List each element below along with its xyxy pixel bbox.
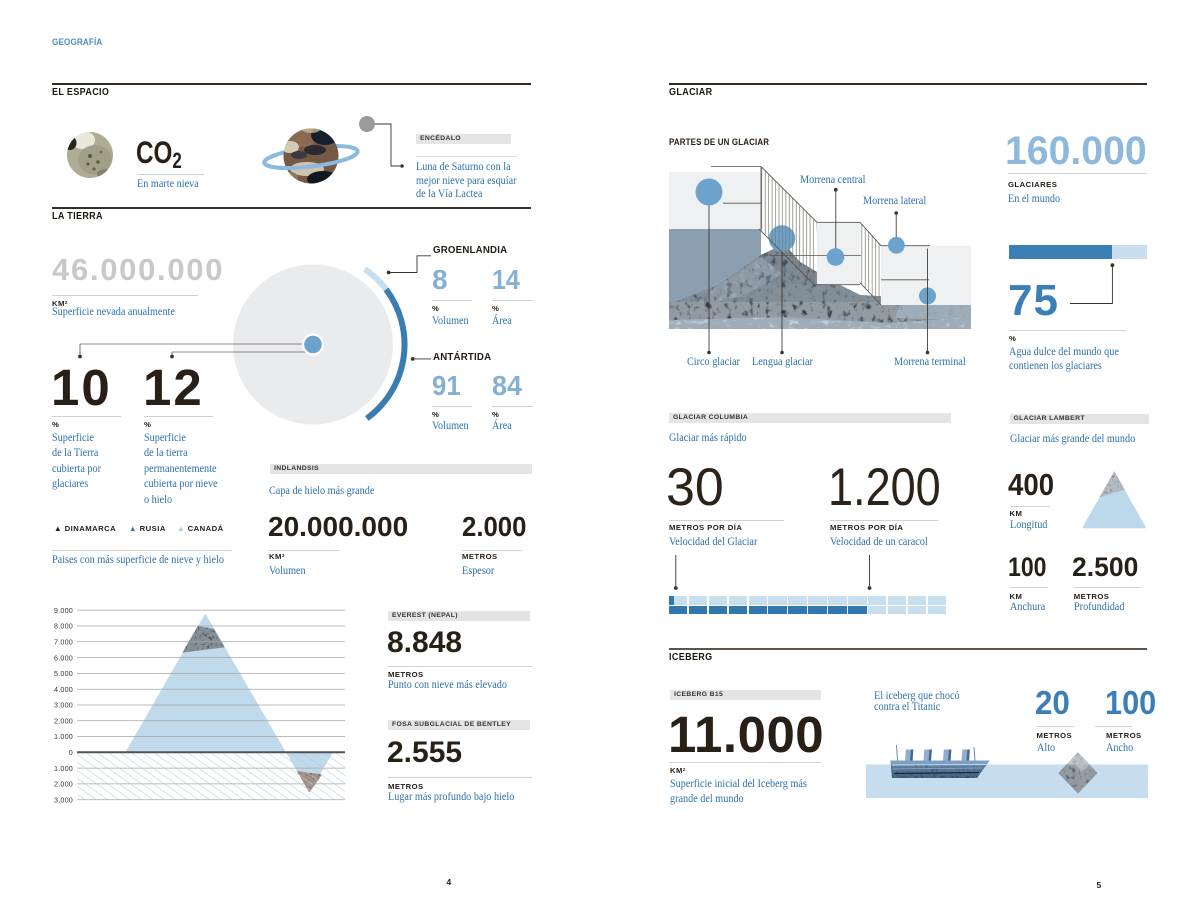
svg-text:3.000: 3.000 [54, 701, 73, 710]
svg-text:8.000: 8.000 [54, 622, 73, 631]
svg-text:2.000: 2.000 [54, 780, 73, 789]
svg-text:4.000: 4.000 [54, 685, 73, 694]
svg-text:9.000: 9.000 [54, 606, 73, 615]
svg-text:0: 0 [69, 748, 73, 757]
svg-text:1.000: 1.000 [54, 764, 73, 773]
svg-text:2.000: 2.000 [54, 717, 73, 726]
svg-text:5.000: 5.000 [54, 669, 73, 678]
svg-text:3.000: 3.000 [54, 795, 73, 804]
svg-text:7.000: 7.000 [54, 638, 73, 647]
svg-text:1.000: 1.000 [54, 732, 73, 741]
svg-text:6.000: 6.000 [54, 653, 73, 662]
